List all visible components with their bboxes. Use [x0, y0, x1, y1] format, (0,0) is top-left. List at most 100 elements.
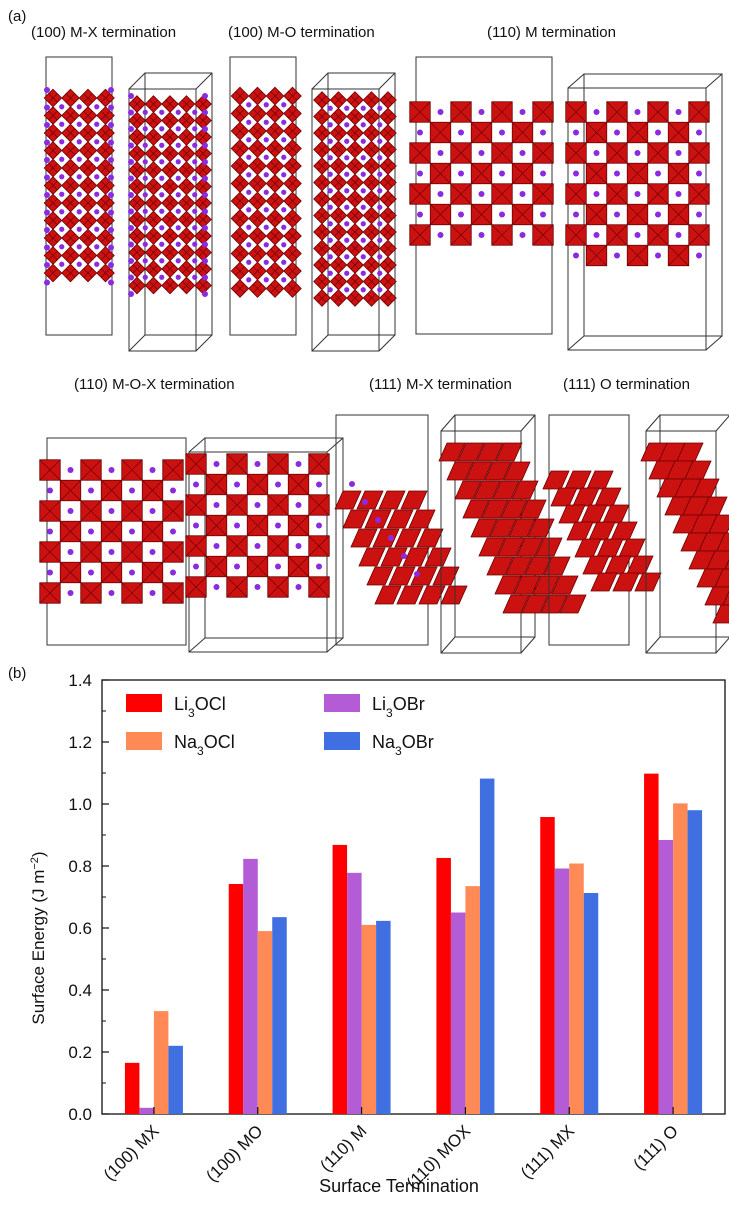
octahedron-edge	[627, 163, 648, 184]
halide-atom	[377, 122, 383, 128]
halide-atom	[263, 154, 269, 160]
octahedron	[494, 575, 522, 595]
octahedron-edge	[586, 122, 607, 143]
octahedron	[724, 559, 729, 570]
octahedron-edge	[149, 198, 158, 208]
octahedron-edge	[450, 224, 472, 246]
halide-atom	[67, 590, 74, 596]
halide-atom	[202, 274, 208, 281]
bar-chart: Surface Energy (J m−2) Surface Terminati…	[29, 671, 726, 1196]
halide-atom	[234, 481, 240, 488]
halide-atom	[614, 170, 620, 177]
halide-atom	[142, 225, 148, 231]
halide-atom	[344, 237, 350, 243]
octahedron-edge	[270, 213, 280, 224]
octahedron-edge	[287, 196, 298, 206]
halide-atom	[192, 225, 198, 231]
octahedron-edge	[149, 99, 158, 109]
halide-atom	[295, 461, 302, 467]
y-tick-label: 0.8	[68, 857, 92, 876]
octahedron	[543, 556, 571, 576]
halide-atom	[94, 226, 100, 232]
octahedron-edge	[334, 227, 343, 237]
octahedron-edge	[317, 293, 327, 303]
halide-atom	[593, 109, 600, 115]
halide-atom	[170, 528, 176, 535]
octahedron-edge	[409, 183, 431, 205]
halide-atom	[634, 191, 641, 197]
octahedron-edge	[235, 178, 245, 189]
halide-atom	[327, 138, 333, 144]
x-tick-label: (110) M	[316, 1121, 370, 1175]
halide-atom	[76, 209, 82, 215]
y-tick-label: 1.0	[68, 795, 92, 814]
octahedron	[550, 487, 578, 507]
halide-atom	[377, 221, 383, 227]
halide-atom	[44, 139, 50, 146]
halide-atom	[108, 192, 114, 198]
octahedron	[446, 461, 474, 481]
octahedron-edge	[270, 91, 280, 101]
octahedron-edge	[100, 198, 111, 208]
octahedron-edge	[647, 224, 669, 246]
octahedron-edge	[288, 515, 309, 536]
octahedron-edge	[383, 161, 393, 171]
octahedron-edge	[48, 268, 58, 278]
octahedron	[478, 537, 506, 557]
halide-atom	[377, 138, 383, 144]
octahedron-edge	[270, 231, 280, 241]
octahedron-edge	[142, 480, 163, 501]
halide-atom	[142, 109, 148, 115]
halide-atom	[202, 175, 208, 182]
octahedron-edge	[48, 128, 58, 138]
halide-atom	[94, 191, 100, 197]
octahedron-edge	[149, 165, 158, 175]
octahedron-edge	[165, 264, 175, 274]
octahedron-edge	[627, 122, 648, 143]
octahedron-edge	[512, 122, 533, 143]
octahedron-edge	[317, 161, 327, 171]
halide-atom	[281, 137, 287, 143]
octahedron	[610, 521, 638, 541]
octahedron-edge	[132, 264, 142, 274]
octahedron-edge	[165, 281, 175, 290]
octahedron-edge	[367, 227, 376, 237]
halide-atom	[246, 277, 252, 283]
octahedron-edge	[688, 183, 710, 205]
halide-atom	[128, 291, 134, 297]
octahedron-edge	[350, 277, 360, 286]
octahedron-edge	[182, 116, 191, 125]
unit-cell-frame	[583, 73, 723, 337]
octahedron-edge	[350, 95, 360, 105]
octahedron-edge	[185, 535, 207, 557]
bar	[168, 1045, 183, 1114]
octahedron-edge	[235, 231, 245, 241]
legend-label: Na3OBr	[372, 732, 434, 758]
octahedron	[588, 521, 616, 541]
halide-atom	[437, 232, 444, 238]
octahedron-edge	[65, 180, 76, 191]
crystal-structures	[39, 56, 729, 654]
halide-atom	[108, 104, 114, 111]
octahedron-edge	[565, 224, 587, 246]
halide-atom	[377, 254, 383, 260]
octahedron	[722, 590, 729, 606]
unit-cell-edge	[645, 636, 661, 654]
halide-atom	[263, 242, 269, 248]
y-tick-label: 0.4	[68, 981, 92, 1000]
halide-atom	[281, 242, 287, 248]
octahedron-edge	[149, 182, 158, 191]
octahedron	[716, 532, 729, 552]
halide-atom	[263, 102, 269, 108]
octahedron-edge	[65, 110, 76, 121]
octahedron-edge	[198, 132, 208, 142]
octahedron-edge	[235, 161, 245, 171]
octahedron-edge	[350, 194, 360, 204]
octahedron-edge	[565, 142, 587, 164]
octahedron	[566, 521, 594, 541]
halide-atom	[655, 170, 661, 177]
halide-atom	[76, 156, 82, 162]
octahedron-edge	[132, 99, 142, 109]
halide-atom	[655, 129, 661, 136]
octahedron-edge	[270, 266, 280, 276]
